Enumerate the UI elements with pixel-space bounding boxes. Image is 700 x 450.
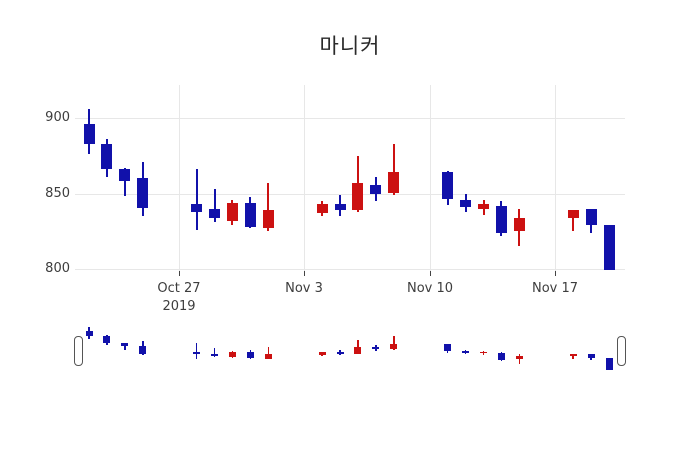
mini-candle — [569, 353, 577, 356]
mini-candle-wick — [393, 336, 395, 350]
mini-candle-wick — [213, 348, 216, 358]
candle[interactable] — [209, 208, 220, 218]
x-tick-label-nov17: Nov 17 — [531, 281, 579, 296]
mini-candle — [497, 352, 505, 360]
plot-area[interactable] — [0, 0, 700, 330]
candle[interactable] — [262, 210, 274, 229]
mini-candle — [354, 346, 362, 354]
candle-wick — [213, 189, 216, 223]
mini-candle — [480, 352, 487, 354]
candle[interactable] — [83, 124, 95, 144]
mini-candle — [372, 347, 380, 350]
x-tick-mark — [178, 271, 180, 276]
x-tick-sublabel-2019: 2019 — [162, 299, 196, 314]
candle[interactable] — [244, 202, 256, 227]
candle-wick — [123, 167, 126, 197]
gridline-vertical — [555, 85, 557, 271]
mini-candle — [121, 343, 129, 347]
mini-candle — [228, 351, 236, 357]
mini-candle-wick — [124, 342, 126, 351]
mini-candle — [462, 351, 469, 354]
gridline-vertical — [304, 85, 306, 271]
mini-candle — [85, 331, 93, 337]
candle[interactable] — [226, 202, 238, 221]
x-tick-mark — [555, 271, 557, 276]
candle-wick — [572, 210, 575, 232]
candle[interactable] — [352, 183, 364, 211]
candle-wick — [392, 143, 395, 195]
x-tick-mark — [304, 271, 306, 276]
candle[interactable] — [460, 199, 471, 207]
y-tick-label-850: 850 — [45, 186, 70, 201]
candle[interactable] — [334, 204, 346, 210]
mini-candle — [103, 336, 111, 344]
mini-candle — [390, 343, 398, 350]
candle[interactable] — [370, 184, 382, 194]
mini-candle-wick — [267, 346, 270, 360]
rangeslider[interactable] — [75, 324, 625, 373]
gridline-horizontal — [75, 118, 625, 120]
x-tick-label-nov3: Nov 3 — [285, 281, 323, 296]
gridline-horizontal — [75, 193, 625, 195]
mini-candle — [605, 357, 613, 370]
candle[interactable] — [316, 204, 328, 213]
mini-candle — [444, 343, 452, 352]
mini-candle-wick — [572, 353, 574, 360]
candle[interactable] — [567, 210, 579, 218]
candle[interactable] — [513, 217, 525, 232]
mini-candle — [336, 352, 344, 354]
candle[interactable] — [137, 178, 149, 209]
x-tick-mark — [429, 271, 431, 276]
mini-candle — [139, 345, 147, 354]
y-tick-label-900: 900 — [45, 110, 70, 125]
candle[interactable] — [388, 172, 400, 194]
mini-candle — [211, 353, 218, 356]
candle[interactable] — [585, 208, 597, 226]
y-tick-label-800: 800 — [45, 261, 70, 276]
candle-wick — [267, 183, 270, 232]
mini-candle — [246, 351, 254, 359]
chart-title: 마니커 — [319, 34, 381, 58]
mini-candle-wick — [195, 343, 198, 359]
x-tick-label-nov10: Nov 10 — [406, 281, 454, 296]
mini-candle — [264, 353, 272, 359]
gridline-vertical — [429, 85, 431, 271]
gridline-vertical — [178, 85, 180, 271]
mini-candle — [318, 352, 326, 355]
gridline-horizontal — [75, 268, 625, 270]
candle-wick — [195, 169, 198, 230]
candle[interactable] — [495, 205, 507, 233]
x-tick-label-oct27: Oct 27 — [157, 281, 201, 296]
candle[interactable] — [119, 169, 131, 182]
rangeslider-handle-left[interactable] — [74, 336, 83, 366]
mini-candle — [515, 355, 523, 360]
candle[interactable] — [478, 204, 489, 209]
mini-candle — [587, 353, 595, 358]
mini-candle — [193, 352, 201, 355]
candle[interactable] — [191, 204, 203, 212]
candle[interactable] — [442, 172, 454, 200]
candle[interactable] — [603, 225, 615, 271]
rangeslider-handle-right[interactable] — [617, 336, 626, 366]
candle[interactable] — [101, 143, 113, 170]
